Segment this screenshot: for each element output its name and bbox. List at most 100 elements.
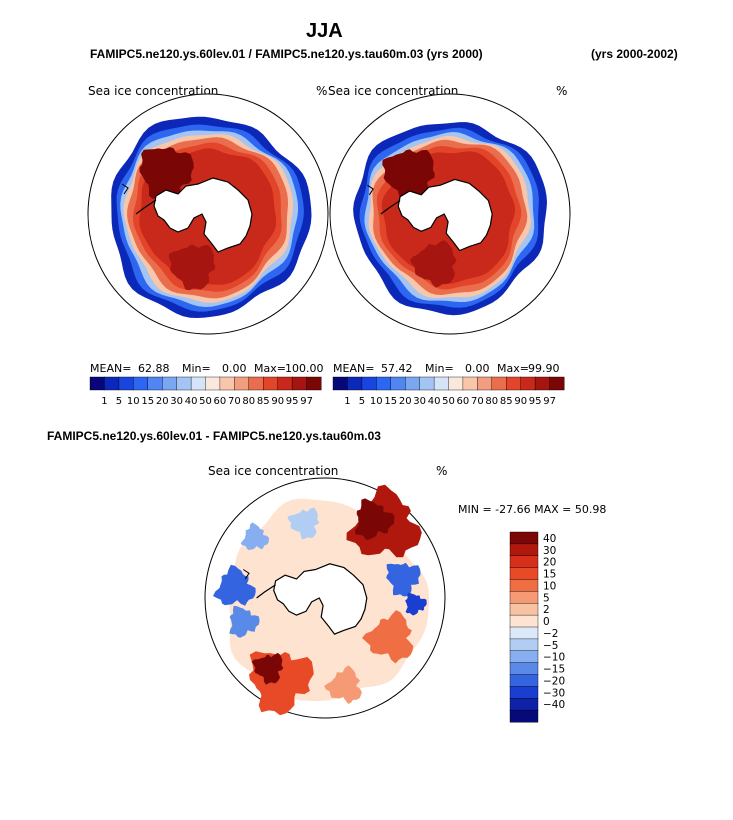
panel3-colorbar-label: 2 [543, 604, 550, 616]
panel3-colorbar-swatch [509, 686, 539, 699]
panel1-antarctica-outline [153, 177, 253, 253]
panel3-colorbar-swatch [509, 591, 539, 604]
panel2-antarctica-outline [397, 178, 493, 252]
panel1-min-label: Min= [182, 362, 211, 375]
panel1-colorbar-swatch [277, 376, 293, 391]
panel2-colorbar-swatch [462, 376, 478, 391]
difference-header: FAMIPC5.ne120.ys.60lev.01 - FAMIPC5.ne12… [47, 429, 381, 443]
panel3-colorbar-swatch [509, 555, 539, 569]
panel1-max: 100.00 [285, 362, 324, 375]
panel1-colorbar-swatch [133, 376, 149, 391]
panel1-colorbar-label: 40 [185, 396, 198, 407]
panel2-colorbar-label: 1 [344, 396, 350, 407]
panel2-colorbar-swatch [361, 376, 377, 391]
panel2-colorbar-swatch [390, 376, 406, 391]
panel1-peninsula-outline [135, 199, 157, 215]
panel3-colorbar-swatch [509, 579, 539, 592]
panel2-colorbar-swatch [332, 376, 348, 391]
panel1-polar-map [87, 93, 329, 335]
panel3-colorbar-label: 15 [543, 569, 556, 581]
panel2-title: Sea ice concentration [328, 84, 459, 98]
panel1-colorbar-label: 50 [199, 396, 212, 407]
panel2-polar-map [329, 93, 571, 335]
panel2-mean-label: MEAN= [333, 362, 375, 375]
panel3-peninsula-outline [256, 584, 276, 599]
panel2-colorbar-label: 30 [413, 396, 426, 407]
panel2-colorbar-label: 15 [384, 396, 397, 407]
panel3-colorbar-label: 10 [543, 580, 556, 592]
panel3-colorbar-swatch [509, 567, 539, 580]
panel3-colorbar-label: 40 [543, 533, 556, 545]
panel1-south-america-outline [121, 183, 129, 195]
panel2-colorbar-label: 5 [359, 396, 365, 407]
panel3-colorbar-swatch [509, 674, 539, 687]
panel1-colorbar-label: 5 [116, 396, 122, 407]
panel1-colorbar-swatch [104, 376, 120, 391]
panel1-colorbar-label: 90 [271, 396, 284, 407]
panel1-colorbar-swatch [176, 376, 192, 391]
panel3-colorbar-label: −30 [543, 687, 565, 699]
panel1-mean: 62.88 [138, 362, 170, 375]
panel1-colorbar-label: 95 [286, 396, 299, 407]
panel2-colorbar-swatch [477, 376, 493, 391]
panel1-colorbar-swatch [291, 376, 308, 391]
panel2-ice-core-weddell [382, 149, 435, 202]
season-title: JJA [306, 20, 343, 42]
panel1-ice-core-ross [168, 244, 216, 291]
panel3-colorbar-label: 20 [543, 557, 556, 569]
panel3-diff-patch [324, 665, 362, 704]
panel3-colorbar-swatch [509, 709, 539, 723]
panel3-colorbar-label: 30 [543, 545, 556, 557]
panel3-diff-patch [386, 562, 421, 597]
panel2-colorbar-label: 97 [543, 396, 556, 407]
panel2-colorbar-label: 80 [485, 396, 498, 407]
panel3-units: % [436, 464, 448, 478]
panel2-colorbar-label: 60 [457, 396, 470, 407]
panel2-colorbar-swatch [347, 376, 363, 391]
panel3-diff-patch [405, 592, 427, 616]
panel2-colorbar-swatch [549, 376, 565, 391]
panel3-colorbar-swatch [509, 626, 539, 640]
panel3-diff-patch [354, 498, 395, 540]
panel1-colorbar-label: 97 [300, 396, 313, 407]
panel1-colorbar-swatch [190, 376, 207, 391]
panel3-diff-patch [362, 610, 414, 664]
panel2-colorbar-label: 10 [370, 396, 383, 407]
panel3-colorbar-label: 5 [543, 592, 550, 604]
panel1-mean-label: MEAN= [90, 362, 132, 375]
panel3-colorbar-label: −15 [543, 664, 565, 676]
panel1-colorbar-label: 1 [101, 396, 107, 407]
panel2-colorbar-swatch [534, 376, 550, 391]
panel2-colorbar-label: 90 [514, 396, 527, 407]
panel3-colorbar-label: −40 [543, 699, 565, 711]
panel2-colorbar-swatch [448, 376, 464, 391]
panel2-min-label: Min= [425, 362, 454, 375]
panel1-min: 0.00 [222, 362, 247, 375]
panel3-diff-patch [287, 507, 320, 540]
panel1-colorbar-label: 30 [170, 396, 183, 407]
panel2-peninsula-outline [380, 200, 401, 215]
panel3-colorbar-label: −20 [543, 675, 565, 687]
panel2-max-label: Max= [497, 362, 529, 375]
panel2-units: % [556, 84, 568, 98]
panel2-ice-core-ross [410, 240, 457, 288]
panel3-colorbar-swatch [509, 638, 539, 652]
panel3-colorbar-label: 0 [543, 616, 550, 628]
panel1-colorbar-swatch [147, 376, 163, 391]
panel1-title: Sea ice concentration [88, 84, 219, 98]
panel1-colorbar: 1 5 10 15 20 30 40 50 60 70 80 85 90 95 97 [89, 376, 322, 407]
panel1-colorbar-swatch [205, 376, 221, 391]
panel2-south-america-outline [367, 184, 374, 196]
years-label: (yrs 2000-2002) [591, 47, 678, 61]
panel3-colorbar-swatch [509, 650, 539, 664]
panel1-units: % [316, 84, 328, 98]
panel1-colorbar-swatch [306, 376, 322, 391]
panel2-colorbar-label: 40 [428, 396, 441, 407]
panel3-diff-patch [229, 605, 260, 638]
panel3-colorbar-label: −10 [543, 652, 565, 664]
panel3-min-max: MIN = -27.66 MAX = 50.98 [458, 503, 607, 516]
panel2-colorbar-label: 85 [500, 396, 513, 407]
panel3-title: Sea ice concentration [208, 464, 339, 478]
